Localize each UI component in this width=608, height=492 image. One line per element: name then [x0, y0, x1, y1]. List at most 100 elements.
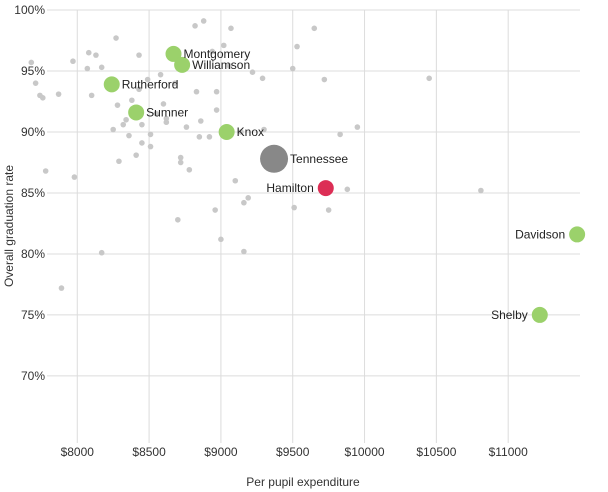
county-point: [32, 80, 39, 86]
county-point: [136, 86, 142, 93]
x-tick-label: $8000: [61, 445, 95, 459]
x-tick-label: $9000: [204, 445, 238, 459]
y-axis-label: Overall graduation rate: [2, 165, 16, 287]
hamilton-label: Hamilton: [266, 181, 313, 195]
county-point: [88, 92, 95, 99]
x-tick-label: $8500: [132, 445, 166, 459]
county-point: [147, 131, 154, 138]
county-point: [325, 207, 332, 213]
county-point: [133, 152, 139, 158]
county-point: [294, 43, 300, 50]
county-point: [478, 187, 484, 194]
county-point: [193, 88, 200, 95]
knox-point: [218, 123, 235, 140]
county-point: [249, 69, 256, 76]
x-tick-label: $9500: [276, 445, 310, 459]
county-point: [98, 64, 105, 71]
county-point: [70, 58, 76, 65]
county-point: [84, 65, 91, 72]
y-gridlines: [47, 9, 580, 377]
sumner-point: [128, 104, 145, 121]
x-tick-label: $11000: [489, 445, 528, 459]
county-point: [426, 75, 432, 82]
county-point: [186, 166, 193, 173]
rutherford-label: Rutherford: [122, 77, 179, 91]
county-point: [220, 42, 227, 49]
county-point: [213, 107, 220, 113]
county-point: [209, 48, 216, 55]
y-tick-label: 80%: [21, 247, 45, 261]
county-point: [93, 52, 99, 58]
county-point: [177, 159, 184, 166]
county-point: [183, 124, 190, 130]
county-points: [28, 18, 484, 291]
county-point: [71, 174, 78, 180]
rutherford-point: [103, 76, 120, 93]
highlighted-county-points: [103, 45, 586, 323]
y-tick-label: 75%: [21, 308, 45, 322]
county-point: [172, 80, 178, 86]
knox-label: Knox: [237, 125, 264, 139]
y-tick-label: 90%: [21, 125, 45, 139]
y-tick-labels: 70% 75% 80% 85% 90% 95% 100%: [14, 3, 45, 383]
county-point: [175, 216, 181, 223]
county-point: [200, 18, 207, 24]
county-point: [40, 95, 46, 101]
county-point: [213, 88, 220, 95]
county-point: [85, 49, 92, 56]
county-point: [192, 23, 198, 29]
county-point: [116, 158, 122, 165]
county-point: [238, 129, 244, 135]
tennessee-point: [260, 144, 289, 173]
shelby-point: [531, 306, 548, 323]
williamson-label: Williamson: [192, 58, 250, 72]
county-point: [98, 249, 105, 256]
county-point: [206, 134, 213, 140]
county-point: [139, 121, 145, 128]
county-point: [337, 131, 343, 138]
county-point: [232, 177, 239, 184]
montgomery-point: [165, 45, 182, 62]
tennessee-label: Tennessee: [290, 152, 348, 166]
county-point: [291, 204, 297, 211]
county-point: [228, 25, 234, 32]
county-point: [321, 76, 328, 83]
williamson-point: [174, 56, 191, 73]
county-point: [160, 101, 167, 107]
county-point: [354, 124, 361, 130]
x-tick-labels: $8000 $8500 $9000 $9500 $10000 $10500 $11000: [61, 445, 528, 459]
county-point: [259, 75, 266, 82]
davidson-label: Davidson: [515, 227, 565, 241]
x-axis-label: Per pupil expenditure: [246, 475, 360, 489]
y-tick-label: 85%: [21, 186, 45, 200]
davidson-point: [569, 226, 586, 243]
county-point: [344, 186, 351, 193]
county-point: [289, 65, 296, 72]
county-point: [245, 195, 251, 201]
county-point: [139, 140, 145, 146]
county-point: [120, 121, 127, 128]
county-point: [58, 285, 65, 291]
county-point: [163, 119, 170, 126]
county-point: [311, 25, 318, 32]
y-tick-label: 70%: [21, 369, 45, 383]
montgomery-label: Montgomery: [184, 47, 251, 61]
county-point: [28, 59, 35, 66]
county-point: [241, 199, 247, 206]
county-point: [123, 116, 129, 123]
county-point: [261, 126, 267, 133]
county-point: [110, 126, 116, 133]
county-point: [218, 236, 224, 243]
shelby-label: Shelby: [491, 308, 528, 322]
county-point: [144, 76, 151, 83]
county-point: [42, 168, 49, 174]
hamilton-point: [317, 180, 334, 197]
county-point: [129, 97, 135, 104]
county-point: [136, 52, 142, 58]
county-point: [157, 71, 164, 78]
county-point: [126, 132, 132, 139]
county-point: [198, 118, 204, 124]
x-gridlines: [76, 10, 509, 443]
